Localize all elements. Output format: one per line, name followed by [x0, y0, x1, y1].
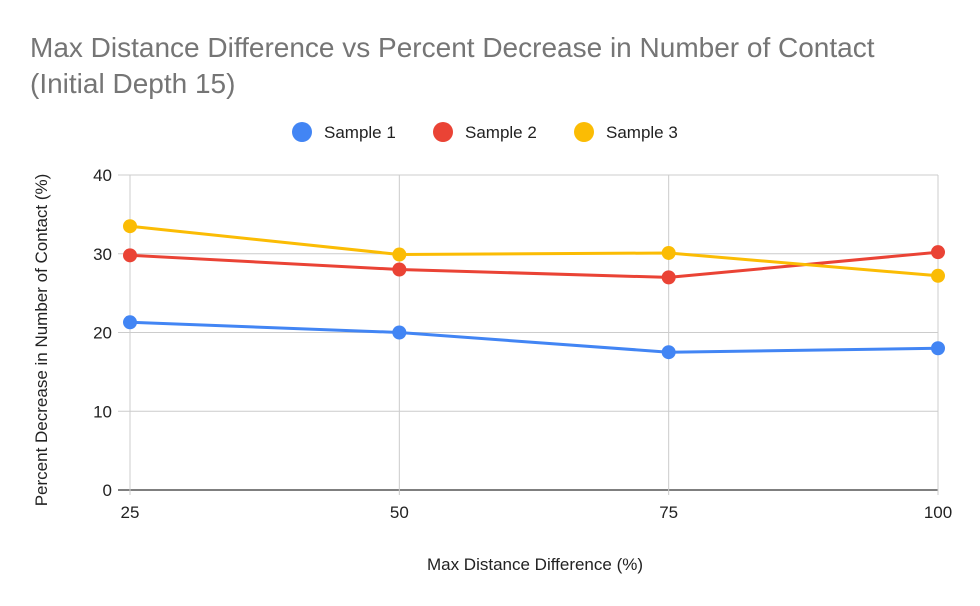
- legend-marker: [433, 122, 453, 142]
- legend-item: Sample 1: [292, 122, 396, 142]
- series-1: [123, 315, 945, 360]
- data-point: [123, 315, 137, 330]
- data-point: [661, 270, 676, 285]
- x-axis-title: Max Distance Difference (%): [427, 555, 643, 574]
- data-point: [123, 248, 137, 263]
- y-tick-label: 20: [93, 324, 112, 343]
- x-tick-label: 25: [121, 503, 140, 522]
- data-point: [392, 325, 407, 340]
- x-tick-label: 50: [390, 503, 409, 522]
- data-point: [661, 345, 676, 360]
- legend-marker: [292, 122, 312, 142]
- y-axis-title: Percent Decrease in Number of Contact (%…: [32, 174, 51, 507]
- x-tick-label: 75: [659, 503, 678, 522]
- legend-item: Sample 3: [574, 122, 678, 142]
- axis-layer: 0 10 20 30 40 25 50 75 100: [93, 166, 952, 522]
- legend-label: Sample 3: [606, 123, 678, 142]
- legend-label: Sample 1: [324, 123, 396, 142]
- y-tick-label: 30: [93, 245, 112, 264]
- legend-item: Sample 2: [433, 122, 537, 142]
- data-point: [123, 219, 137, 234]
- series-layer: [123, 219, 945, 360]
- series-line: [129, 320, 939, 354]
- data-point: [392, 247, 407, 262]
- legend-label: Sample 2: [465, 123, 537, 142]
- legend: Sample 1 Sample 2 Sample 3: [292, 122, 678, 142]
- data-point: [392, 262, 407, 277]
- y-tick-label: 40: [93, 166, 112, 185]
- chart-title: Max Distance Difference vs Percent Decre…: [30, 32, 875, 99]
- y-tick-label: 0: [103, 481, 112, 500]
- data-point: [931, 245, 945, 260]
- legend-marker: [574, 122, 594, 142]
- x-tick-label: 100: [924, 503, 952, 522]
- grid-layer: [118, 174, 939, 495]
- series-line: [129, 224, 939, 278]
- data-point: [931, 341, 945, 356]
- y-tick-label: 10: [93, 402, 112, 421]
- series-3: [123, 219, 945, 283]
- data-point: [661, 245, 676, 260]
- data-point: [931, 268, 945, 283]
